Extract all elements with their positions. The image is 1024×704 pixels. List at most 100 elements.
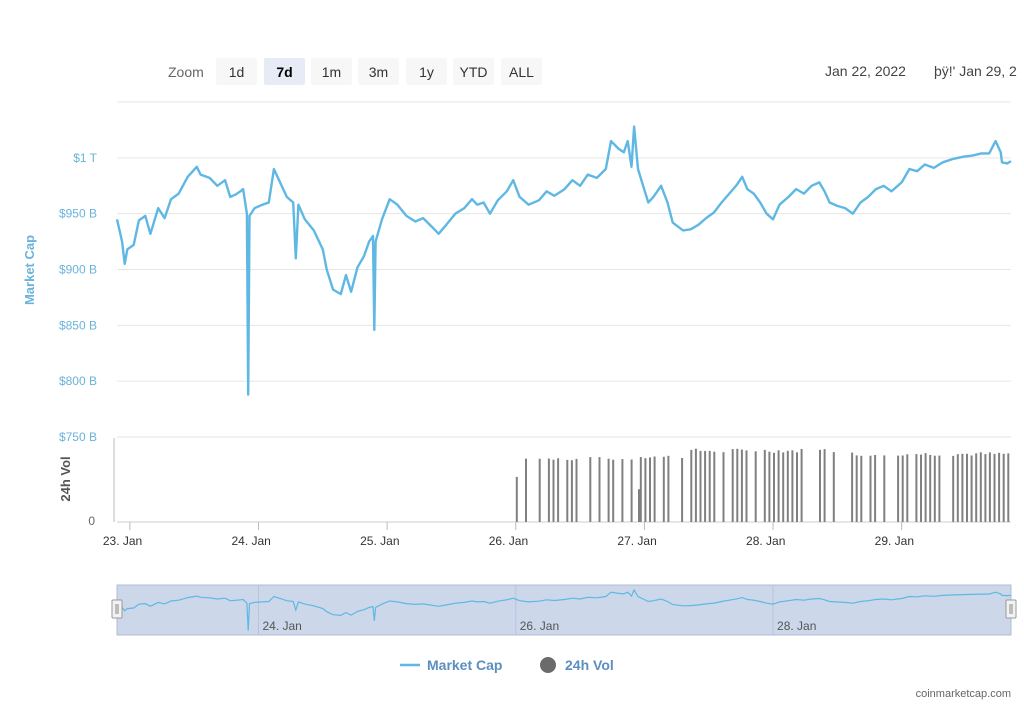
volume-bar[interactable] (800, 449, 803, 522)
volume-bar[interactable] (782, 452, 785, 522)
volume-bar[interactable] (649, 457, 651, 522)
zoom-button-3m[interactable]: 3m (358, 58, 399, 85)
zoom-button-label: 7d (276, 64, 292, 80)
volume-bar[interactable] (607, 458, 610, 522)
volume-bar[interactable] (589, 457, 592, 522)
zoom-button-bg (358, 58, 399, 85)
volume-bar[interactable] (915, 454, 918, 522)
volume-bar[interactable] (924, 453, 927, 522)
volume-bar[interactable] (988, 452, 991, 522)
volume-bar[interactable] (547, 458, 550, 523)
legend-item-market-cap[interactable]: Market Cap (400, 657, 502, 673)
volume-bar[interactable] (998, 452, 1001, 522)
volume-bar[interactable] (630, 459, 633, 523)
zoom-button-1m[interactable]: 1m (311, 58, 352, 85)
volume-bar[interactable] (681, 458, 684, 522)
volume-bar[interactable] (938, 455, 941, 522)
zoom-button-bg (216, 58, 257, 85)
zoom-button-label: 1y (419, 64, 434, 80)
volume-bar[interactable] (777, 450, 780, 522)
volume-bar[interactable] (667, 455, 670, 522)
zoom-button-all[interactable]: ALL (501, 58, 542, 85)
volume-bar[interactable] (869, 455, 872, 522)
volume-bar[interactable] (906, 454, 909, 522)
volume-bar[interactable] (612, 459, 615, 522)
volume-bar[interactable] (538, 458, 541, 522)
volume-bar[interactable] (694, 448, 697, 522)
volume-bar[interactable] (566, 459, 569, 522)
legend-item-volume[interactable]: 24h Vol (540, 657, 614, 673)
zoom-button-1y[interactable]: 1y (406, 58, 447, 85)
volume-bar[interactable] (621, 459, 624, 522)
zoom-button-7d[interactable]: 7d (264, 58, 305, 85)
volume-bar[interactable] (966, 453, 968, 522)
legend-volume-label: 24h Vol (565, 657, 614, 673)
volume-bar[interactable] (722, 452, 725, 522)
volume-bar[interactable] (639, 457, 642, 522)
volume-bar[interactable] (1002, 453, 1005, 522)
volume-bar[interactable] (598, 457, 601, 522)
volume-bar[interactable] (768, 451, 771, 522)
volume-bar[interactable] (525, 458, 527, 522)
volume-bar[interactable] (897, 455, 900, 522)
volume-bar[interactable] (860, 455, 863, 522)
volume-bar[interactable] (823, 449, 826, 522)
volume-bar[interactable] (731, 449, 734, 522)
volume-legend-symbol (540, 657, 556, 673)
volume-bar[interactable] (970, 455, 973, 523)
volume-bar[interactable] (901, 455, 904, 523)
volume-bar[interactable] (699, 450, 702, 522)
zoom-button-1d[interactable]: 1d (216, 58, 257, 85)
navigator[interactable]: 24. Jan 26. Jan 28. Jan (111, 584, 1017, 636)
range-from-date[interactable]: Jan 22, 2022 (825, 63, 906, 79)
volume-bar[interactable] (708, 450, 711, 522)
volume-bar[interactable] (975, 453, 978, 522)
volume-bar[interactable] (557, 458, 560, 522)
volume-bar[interactable] (819, 449, 821, 522)
credit-link[interactable]: coinmarketcap.com (916, 688, 1011, 700)
volume-bar[interactable] (740, 449, 743, 522)
volume-bar[interactable] (993, 453, 996, 522)
volume-bar[interactable] (979, 452, 982, 522)
volume-bar[interactable] (956, 454, 959, 522)
volume-bar[interactable] (874, 455, 877, 522)
volume-bar[interactable] (638, 489, 640, 522)
zoom-button-ytd[interactable]: YTD (453, 58, 494, 85)
volume-bar[interactable] (933, 455, 936, 522)
market-cap-line[interactable] (115, 125, 1012, 396)
navigator-range-mask[interactable] (116, 584, 1012, 636)
volume-bar[interactable] (855, 455, 858, 522)
volume-bar[interactable] (515, 476, 518, 522)
range-to-date[interactable]: þÿ!' Jan 29, 2 (934, 63, 1017, 79)
volume-bar[interactable] (704, 450, 707, 522)
volume-bar[interactable] (662, 456, 665, 522)
volume-bar[interactable] (570, 460, 573, 522)
volume-bar[interactable] (736, 448, 739, 522)
volume-bar[interactable] (929, 454, 932, 522)
zoom-label: Zoom (168, 64, 204, 80)
volume-bar[interactable] (796, 452, 798, 522)
volume-bar[interactable] (952, 455, 955, 522)
volume-bar[interactable] (745, 450, 748, 522)
volume-bar[interactable] (920, 454, 922, 522)
volume-bar[interactable] (552, 459, 555, 522)
volume-bar[interactable] (690, 449, 693, 522)
volume-bar[interactable] (713, 451, 716, 522)
volume-bar[interactable] (791, 450, 794, 522)
navigator-left-handle[interactable] (111, 599, 123, 619)
volume-bar[interactable] (754, 451, 757, 522)
volume-bar[interactable] (763, 449, 766, 522)
navigator-right-handle[interactable] (1005, 599, 1017, 619)
volume-bar[interactable] (832, 452, 835, 522)
volume-bar[interactable] (984, 454, 987, 522)
volume-bar[interactable] (644, 458, 647, 522)
volume-bar[interactable] (575, 458, 578, 522)
y-tick-label: $850 B (59, 318, 97, 332)
volume-bar[interactable] (851, 452, 854, 522)
volume-bar[interactable] (773, 452, 775, 522)
volume-bar[interactable] (786, 450, 789, 522)
volume-bar[interactable] (653, 456, 656, 523)
volume-bar[interactable] (883, 455, 886, 522)
volume-bar[interactable] (961, 453, 964, 522)
volume-bar[interactable] (1007, 453, 1010, 522)
